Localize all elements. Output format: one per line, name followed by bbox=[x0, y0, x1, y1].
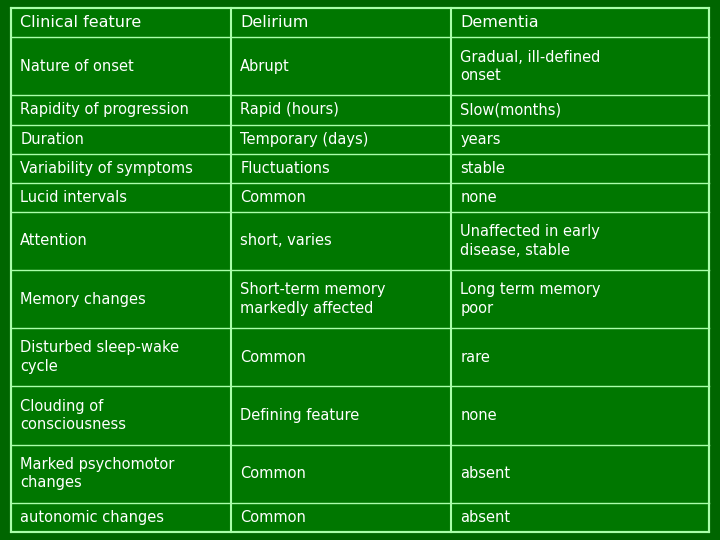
Text: years: years bbox=[460, 132, 500, 146]
Text: none: none bbox=[460, 190, 497, 205]
Text: Common: Common bbox=[240, 466, 306, 481]
Text: Clinical feature: Clinical feature bbox=[20, 15, 141, 30]
Text: Delirium: Delirium bbox=[240, 15, 309, 30]
Text: Common: Common bbox=[240, 350, 306, 365]
Text: Disturbed sleep-wake
cycle: Disturbed sleep-wake cycle bbox=[20, 341, 179, 374]
Text: Long term memory
poor: Long term memory poor bbox=[460, 282, 600, 316]
Text: Clouding of
consciousness: Clouding of consciousness bbox=[20, 399, 126, 433]
Text: Temporary (days): Temporary (days) bbox=[240, 132, 369, 146]
Text: stable: stable bbox=[460, 160, 505, 176]
Text: Memory changes: Memory changes bbox=[20, 292, 146, 307]
Text: Common: Common bbox=[240, 190, 306, 205]
Text: Variability of symptoms: Variability of symptoms bbox=[20, 160, 193, 176]
Text: short, varies: short, varies bbox=[240, 233, 332, 248]
Text: Attention: Attention bbox=[20, 233, 88, 248]
Text: Rapidity of progression: Rapidity of progression bbox=[20, 103, 189, 117]
Text: Common: Common bbox=[240, 510, 306, 525]
Text: absent: absent bbox=[460, 510, 510, 525]
Text: none: none bbox=[460, 408, 497, 423]
Text: Defining feature: Defining feature bbox=[240, 408, 359, 423]
Text: rare: rare bbox=[460, 350, 490, 365]
Text: Slow(months): Slow(months) bbox=[460, 103, 562, 117]
Text: Fluctuations: Fluctuations bbox=[240, 160, 330, 176]
Text: Duration: Duration bbox=[20, 132, 84, 146]
Text: Rapid (hours): Rapid (hours) bbox=[240, 103, 339, 117]
Text: Unaffected in early
disease, stable: Unaffected in early disease, stable bbox=[460, 224, 600, 258]
Text: Lucid intervals: Lucid intervals bbox=[20, 190, 127, 205]
Text: Gradual, ill-defined
onset: Gradual, ill-defined onset bbox=[460, 50, 600, 83]
Text: autonomic changes: autonomic changes bbox=[20, 510, 164, 525]
Text: Marked psychomotor
changes: Marked psychomotor changes bbox=[20, 457, 174, 490]
Text: absent: absent bbox=[460, 466, 510, 481]
Text: Short-term memory
markedly affected: Short-term memory markedly affected bbox=[240, 282, 386, 316]
Text: Nature of onset: Nature of onset bbox=[20, 59, 134, 74]
Text: Dementia: Dementia bbox=[460, 15, 539, 30]
Text: Abrupt: Abrupt bbox=[240, 59, 290, 74]
